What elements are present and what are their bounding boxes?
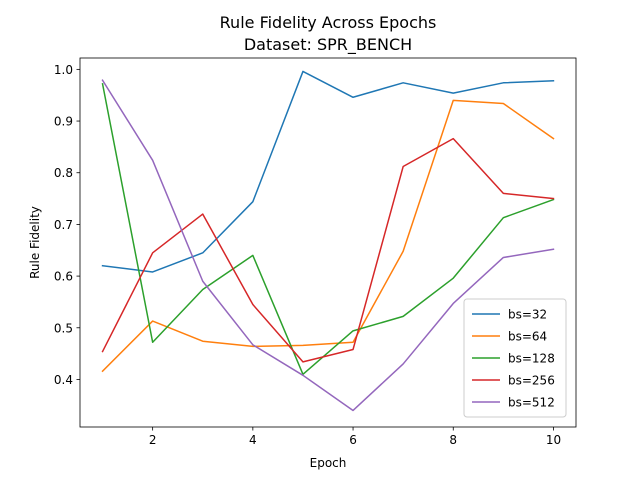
- legend-frame: [463, 298, 567, 418]
- series-line-1: [101, 99, 555, 373]
- x-tick-label: 4: [249, 433, 257, 447]
- y-tick-label: 0.9: [54, 115, 73, 129]
- y-tick-label: 0.8: [54, 166, 73, 180]
- y-tick-label: 0.6: [54, 270, 73, 284]
- series-line-4: [101, 79, 555, 412]
- legend-label-0: bs=32: [508, 308, 547, 322]
- y-tick-label: 1.0: [54, 63, 73, 77]
- chart-title: Rule Fidelity Across Epochs: [220, 13, 437, 32]
- y-tick-label: 0.5: [54, 321, 73, 335]
- series-line-0: [101, 70, 555, 273]
- x-tick-label: 8: [449, 433, 457, 447]
- x-axis-ticks: 2 4 6 8 10: [149, 427, 561, 447]
- legend-label-3: bs=256: [508, 374, 555, 388]
- x-tick-label: 2: [149, 433, 157, 447]
- series-line-3: [101, 137, 555, 363]
- y-tick-label: 0.7: [54, 218, 73, 232]
- y-tick-label: 0.4: [54, 373, 73, 387]
- x-axis-label: Epoch: [310, 456, 347, 470]
- plot-frame: [79, 57, 577, 428]
- x-tick-label: 6: [349, 433, 357, 447]
- legend-label-4: bs=512: [508, 396, 555, 410]
- legend: bs=32 bs=64 bs=128 bs=256 bs=512: [463, 298, 567, 418]
- y-axis-ticks: 0.4 0.5 0.6 0.7 0.8 0.9 1.0: [54, 63, 80, 387]
- chart-subtitle: Dataset: SPR_BENCH: [244, 35, 412, 55]
- legend-label-1: bs=64: [508, 330, 547, 344]
- series-layer: [101, 70, 555, 412]
- y-axis-label: Rule Fidelity: [28, 206, 42, 279]
- series-line-2: [101, 82, 555, 376]
- legend-label-2: bs=128: [508, 352, 555, 366]
- x-tick-label: 10: [546, 433, 561, 447]
